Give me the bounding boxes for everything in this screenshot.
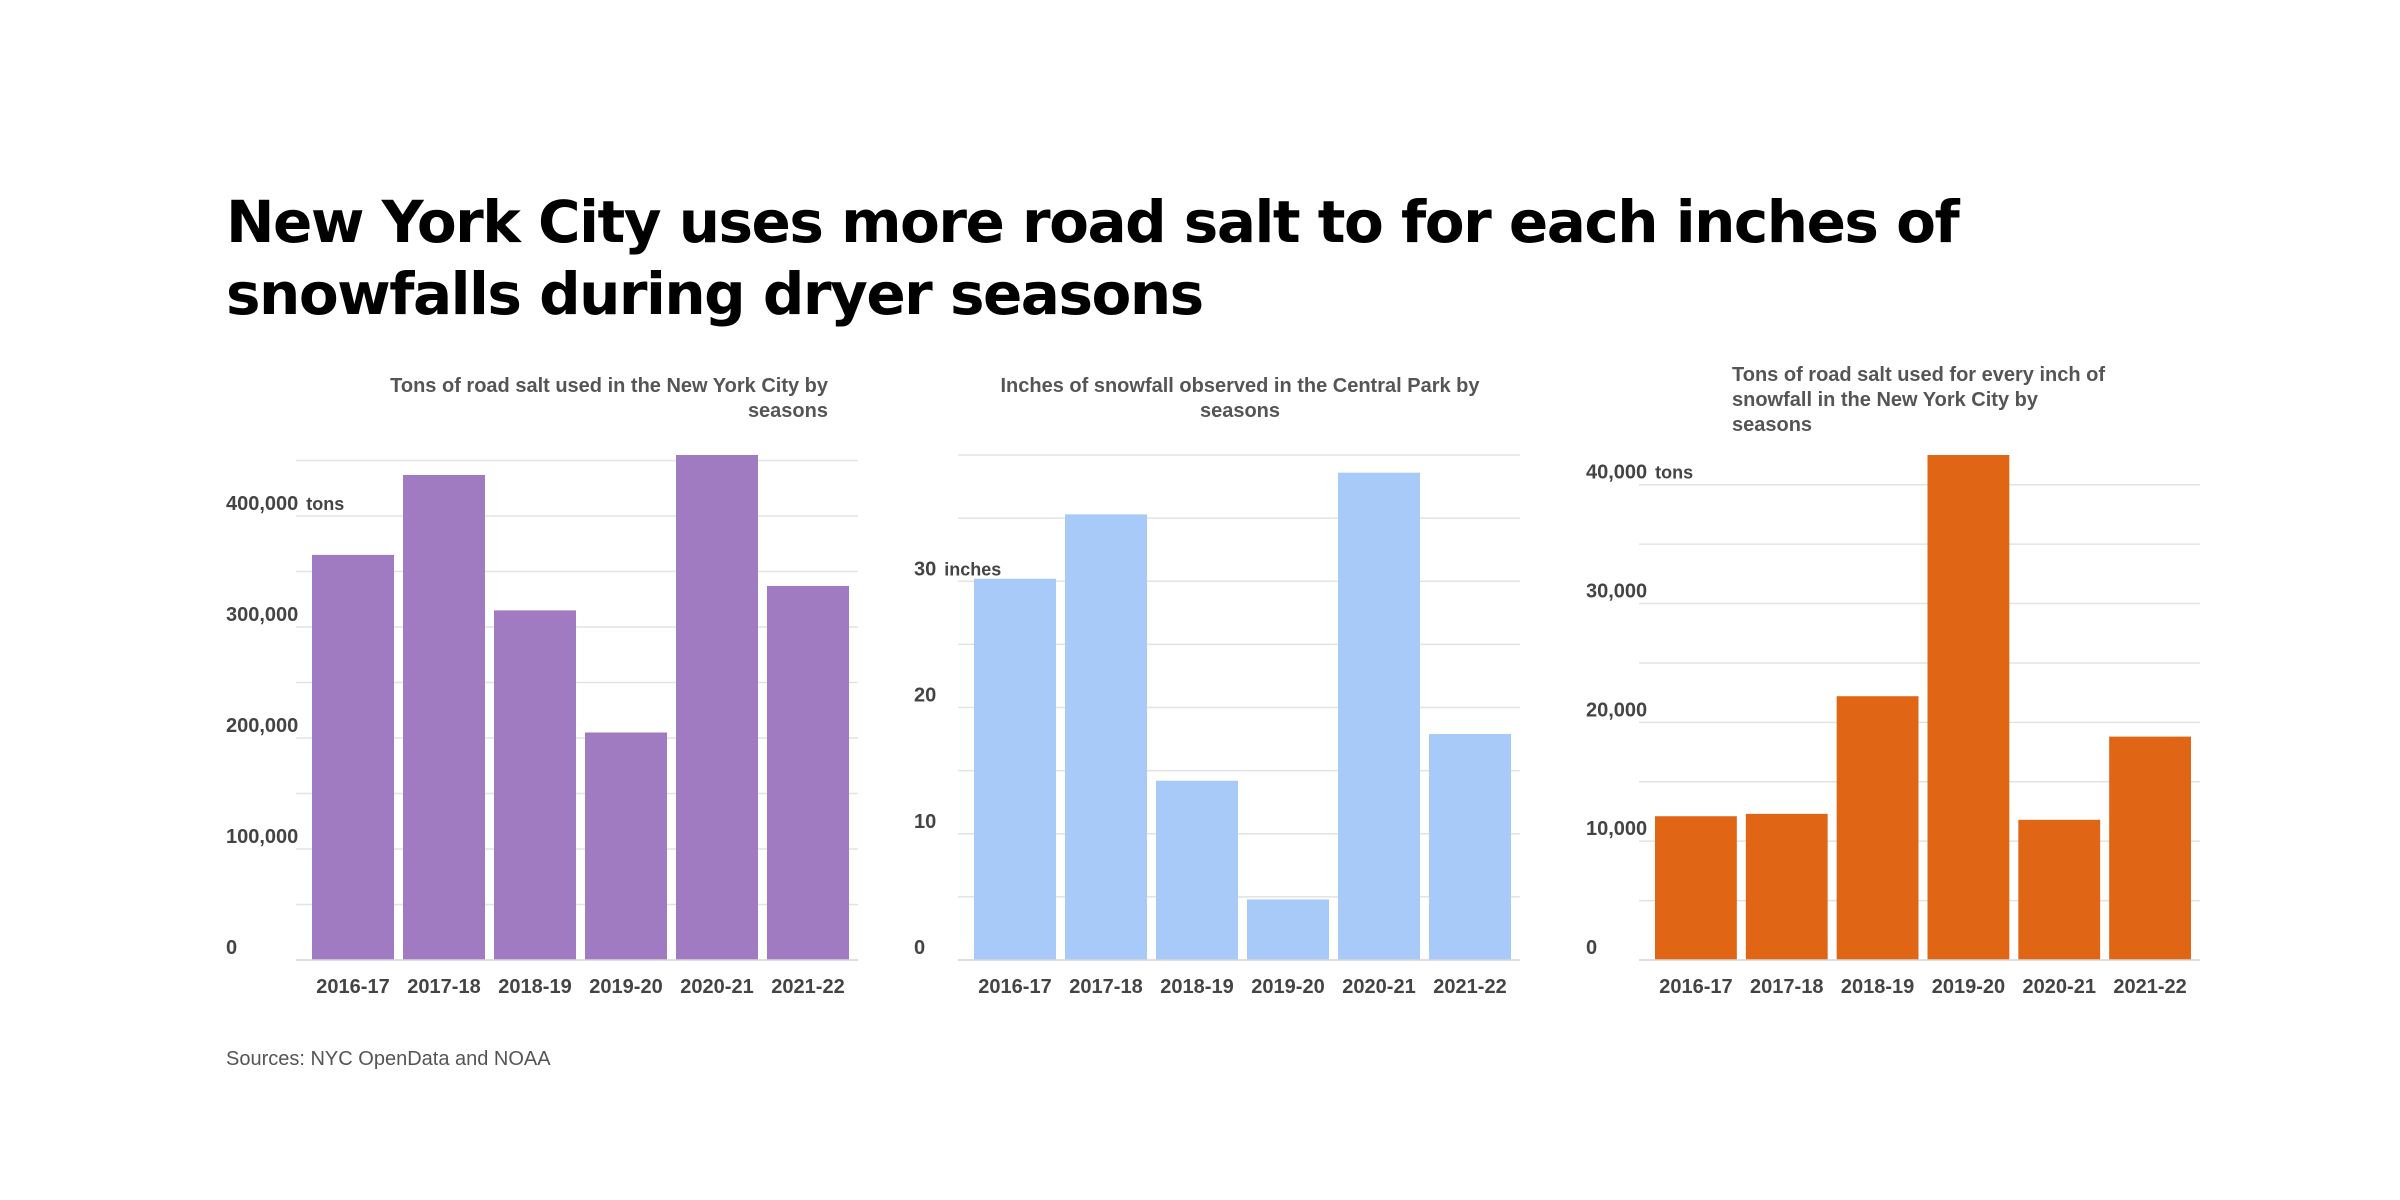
x-tick-label: 2016-17 [1659, 976, 1732, 998]
y-tick-label: 30,000 [1586, 581, 1647, 603]
y-tick-label: 0 [1586, 937, 1597, 959]
bar-2017-18 [1065, 514, 1147, 960]
y-tick-label: 0 [226, 937, 237, 959]
bar-2021-22 [2109, 736, 2191, 960]
y-tick-label: 40,000 tons [1586, 462, 1693, 484]
chart-title: Inches of snowfall observed in the Centr… [1000, 375, 1480, 422]
x-tick-label: 2021-22 [2113, 976, 2186, 998]
chart-title-line: seasons [1732, 414, 1812, 436]
chart-title-line: snowfall in the New York City by [1732, 389, 2039, 411]
bar-2020-21 [1338, 472, 1420, 960]
y-tick-label: 300,000 [226, 604, 298, 626]
chart-title-line: Tons of road salt used for every inch of [1732, 364, 2105, 386]
y-tick-label: 10,000 [1586, 818, 1647, 840]
bar-2018-19 [1836, 696, 1919, 960]
bar-2018-19 [1156, 780, 1238, 960]
x-tick-label: 2017-18 [1750, 976, 1823, 998]
x-tick-label: 2020-21 [1342, 976, 1415, 998]
bar-2020-21 [676, 455, 758, 960]
y-tick-label: 20,000 [1586, 699, 1647, 721]
bar-2020-21 [2018, 819, 2101, 960]
y-tick-label: 20 [914, 685, 936, 707]
x-tick-label: 2019-20 [589, 976, 662, 998]
y-unit-label: tons [1655, 463, 1693, 483]
chart-title-line: Tons of road salt used in the New York C… [390, 375, 829, 397]
x-tick-label: 2020-21 [680, 976, 753, 998]
bar-2016-17 [974, 578, 1056, 960]
y-tick-label: 0 [914, 937, 925, 959]
source-note: Sources: NYC OpenData and NOAA [226, 1048, 551, 1070]
y-tick-label: 100,000 [226, 826, 298, 848]
chart-snowfall: Inches of snowfall observed in the Centr… [914, 375, 1520, 998]
y-tick-label: 30 inches [914, 558, 1001, 580]
bar-2017-18 [403, 474, 485, 960]
bar-2016-17 [1655, 816, 1737, 960]
x-tick-label: 2020-21 [2023, 976, 2096, 998]
bar-2017-18 [1745, 813, 1828, 960]
chart-title-line: seasons [748, 400, 828, 422]
bar-2019-20 [1927, 455, 2010, 960]
bar-2016-17 [312, 554, 394, 960]
y-tick-label: 10 [914, 811, 936, 833]
y-unit-label: inches [944, 559, 1001, 579]
bar-2019-20 [585, 732, 667, 960]
chart-title-line: Inches of snowfall observed in the Centr… [1000, 375, 1480, 397]
x-tick-label: 2019-20 [1251, 976, 1324, 998]
x-tick-label: 2021-22 [771, 976, 844, 998]
x-tick-label: 2016-17 [978, 976, 1051, 998]
y-tick-label: 400,000 tons [226, 493, 344, 515]
x-tick-label: 2018-19 [498, 976, 571, 998]
y-unit-label: tons [306, 494, 344, 514]
chart-salt-per-inch: Tons of road salt used for every inch of… [1586, 364, 2200, 998]
x-tick-label: 2016-17 [316, 976, 389, 998]
chart-title: Tons of road salt used in the New York C… [390, 375, 829, 422]
x-tick-label: 2018-19 [1841, 976, 1914, 998]
x-tick-label: 2017-18 [1069, 976, 1142, 998]
chart-title: Tons of road salt used for every inch of… [1732, 364, 2105, 436]
chart-title-line: seasons [1200, 400, 1280, 422]
y-tick-label: 200,000 [226, 715, 298, 737]
bar-2021-22 [1429, 734, 1511, 960]
chart-road-salt: Tons of road salt used in the New York C… [226, 375, 858, 998]
headline: New York City uses more road salt to for… [226, 188, 1960, 328]
x-tick-label: 2017-18 [407, 976, 480, 998]
bar-2019-20 [1247, 899, 1329, 960]
x-tick-label: 2018-19 [1160, 976, 1233, 998]
x-tick-label: 2021-22 [1433, 976, 1506, 998]
bar-2021-22 [767, 585, 849, 960]
bar-2018-19 [494, 610, 576, 960]
x-tick-label: 2019-20 [1932, 976, 2005, 998]
